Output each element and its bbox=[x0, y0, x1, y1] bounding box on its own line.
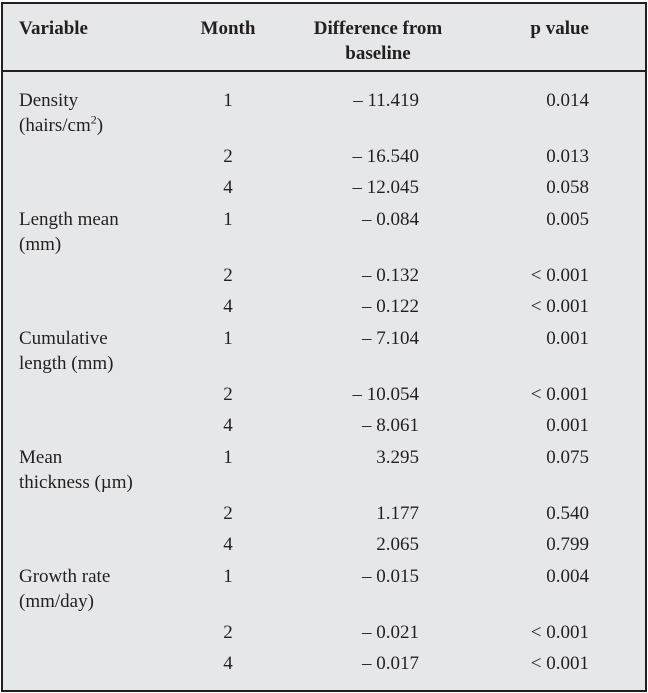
month-cell: 4 bbox=[223, 177, 233, 198]
p-value-cell: 0.013 bbox=[546, 146, 589, 167]
p-value-cell: 0.799 bbox=[546, 534, 589, 555]
month-cell: 2 bbox=[223, 503, 233, 524]
difference-cell: – 0.084 bbox=[362, 209, 419, 230]
header-month: Month bbox=[200, 18, 256, 39]
p-value-cell: 0.075 bbox=[546, 447, 589, 468]
difference-cell: – 0.015 bbox=[362, 566, 419, 587]
difference-cell: – 0.132 bbox=[362, 265, 419, 286]
month-cell: 1 bbox=[223, 209, 233, 230]
variable-name: Length mean (mm) bbox=[19, 209, 119, 255]
p-value-cell: 0.058 bbox=[546, 177, 589, 198]
difference-cell: – 8.061 bbox=[362, 415, 419, 436]
difference-cell: – 7.104 bbox=[362, 328, 419, 349]
month-cell: 1 bbox=[223, 90, 233, 111]
variable-name: Density (hairs/cm2) bbox=[19, 90, 104, 136]
difference-cell: 3.295 bbox=[376, 447, 419, 468]
variable-name: Growth rate (mm/day) bbox=[19, 566, 111, 612]
p-value-cell: 0.001 bbox=[546, 415, 589, 436]
header-variable: Variable bbox=[19, 18, 88, 39]
p-value-cell: 0.004 bbox=[546, 566, 589, 587]
month-cell: 4 bbox=[223, 534, 233, 555]
p-value-cell: < 0.001 bbox=[530, 296, 589, 317]
header-difference-line2: baseline bbox=[345, 43, 411, 64]
month-cell: 2 bbox=[223, 384, 233, 405]
difference-cell: – 10.054 bbox=[352, 384, 420, 405]
p-value-cell: 0.001 bbox=[546, 328, 589, 349]
month-cell: 2 bbox=[223, 622, 233, 643]
difference-cell: – 16.540 bbox=[352, 146, 420, 167]
month-cell: 4 bbox=[223, 296, 233, 317]
p-value-cell: 0.014 bbox=[546, 90, 589, 111]
month-cell: 1 bbox=[223, 328, 233, 349]
p-value-cell: 0.540 bbox=[546, 503, 589, 524]
p-value-cell: < 0.001 bbox=[530, 384, 589, 405]
header-difference-line1: Difference from bbox=[313, 18, 443, 39]
p-value-cell: < 0.001 bbox=[530, 622, 589, 643]
month-cell: 4 bbox=[223, 415, 233, 436]
difference-cell: 1.177 bbox=[376, 503, 419, 524]
difference-cell: – 0.021 bbox=[362, 622, 419, 643]
p-value-cell: < 0.001 bbox=[530, 653, 589, 674]
variable-name: Mean thickness (µm) bbox=[19, 447, 133, 493]
difference-cell: – 12.045 bbox=[352, 177, 420, 198]
header-p-value: p value bbox=[530, 18, 589, 39]
p-value-cell: < 0.001 bbox=[530, 265, 589, 286]
month-cell: 1 bbox=[223, 447, 233, 468]
difference-cell: – 0.017 bbox=[362, 653, 419, 674]
difference-cell: – 11.419 bbox=[353, 90, 419, 111]
month-cell: 2 bbox=[223, 265, 233, 286]
p-value-cell: 0.005 bbox=[546, 209, 589, 230]
difference-cell: – 0.122 bbox=[362, 296, 419, 317]
difference-cell: 2.065 bbox=[376, 534, 419, 555]
month-cell: 4 bbox=[223, 653, 233, 674]
variable-name: Cumulative length (mm) bbox=[19, 328, 114, 374]
table-header: Variable Month Difference from baseline … bbox=[3, 4, 645, 72]
header-difference: Difference from baseline bbox=[283, 16, 473, 66]
month-cell: 1 bbox=[223, 566, 233, 587]
month-cell: 2 bbox=[223, 146, 233, 167]
